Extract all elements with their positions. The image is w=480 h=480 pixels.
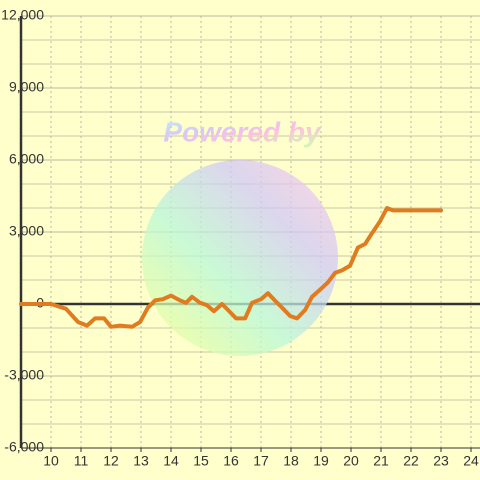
x-tick-label: 12	[103, 453, 119, 469]
x-tick-label: 16	[223, 453, 239, 469]
x-tick-label: 15	[193, 453, 209, 469]
x-tick-label: 11	[74, 453, 89, 469]
x-tick-label: 19	[313, 453, 329, 469]
x-tick-label: 17	[253, 453, 269, 469]
y-tick-label: 12,000	[1, 7, 44, 23]
x-tick-label: 14	[163, 453, 179, 469]
x-tick-label: 24	[463, 453, 479, 469]
y-tick-label: -3,000	[4, 367, 44, 383]
x-tick-label: 22	[403, 453, 419, 469]
x-tick-label: 13	[133, 453, 149, 469]
x-tick-label: 21	[373, 453, 389, 469]
watermark-logo	[142, 160, 338, 356]
x-tick-label: 18	[283, 453, 299, 469]
y-tick-label: -6,000	[4, 439, 44, 455]
x-tick-label: 23	[433, 453, 449, 469]
data-line	[19, 206, 443, 329]
y-tick-label: 9,000	[9, 79, 44, 95]
y-tick-label: 6,000	[9, 151, 44, 167]
watermark: Powered by	[163, 116, 322, 147]
x-tick-label: 20	[343, 453, 359, 469]
x-tick-label: 10	[43, 453, 59, 469]
y-tick-label: 3,000	[9, 223, 44, 239]
